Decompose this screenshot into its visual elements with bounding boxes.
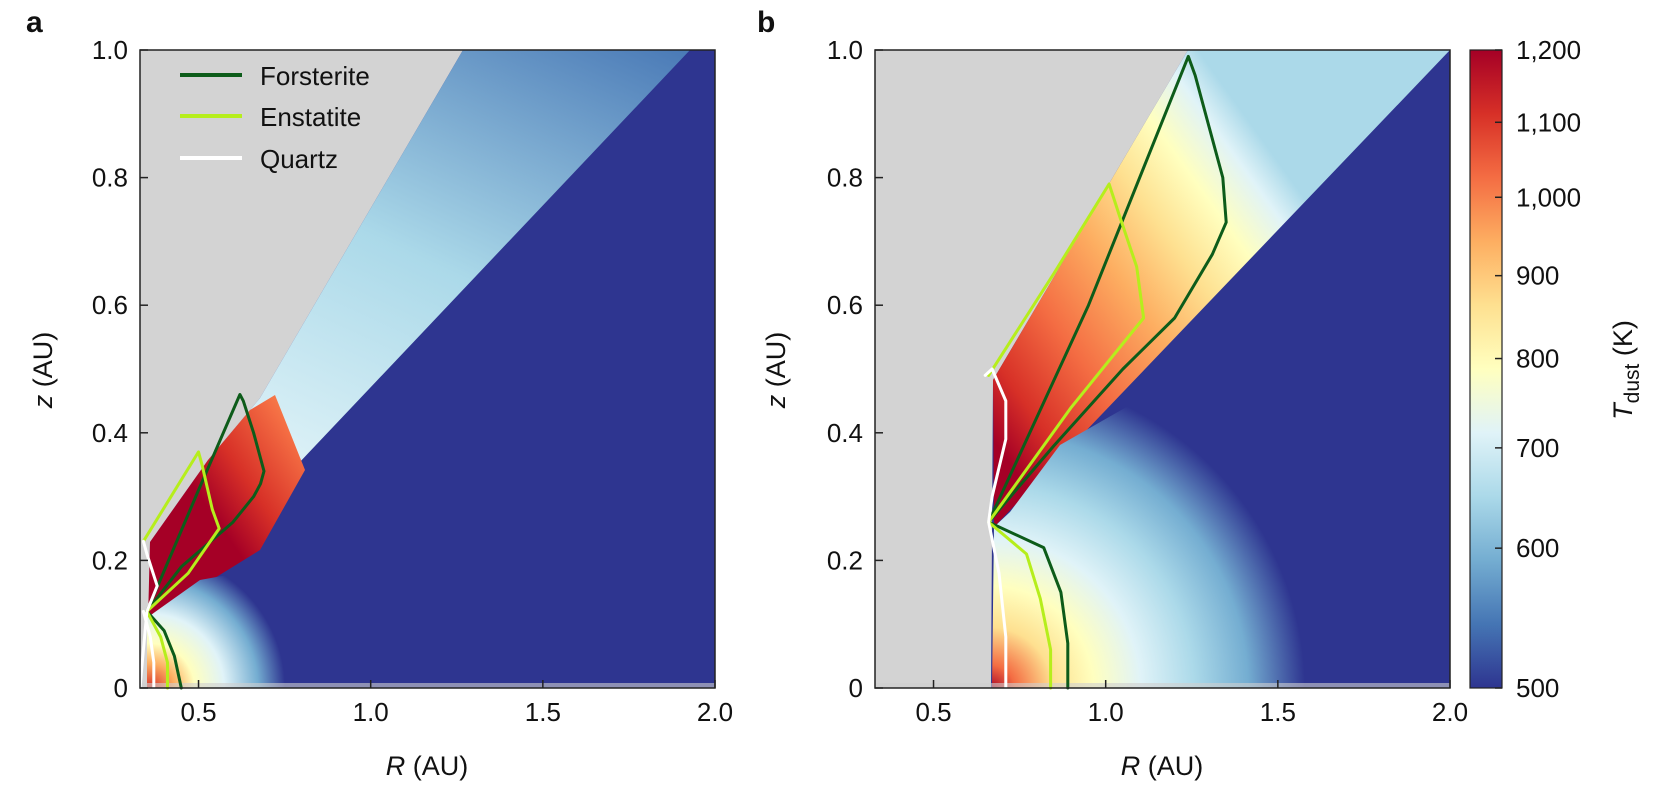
y-tick-label-a-5: 1.0: [92, 35, 128, 65]
x-axis-label-a: R (AU): [386, 751, 469, 781]
colorbar-ticks: 1,200 1,100 1,000 900 800 700 600 500: [1495, 35, 1581, 703]
y-tick-label-b-5: 1.0: [827, 35, 863, 65]
colorbar-tick-label-4: 800: [1516, 344, 1559, 374]
colorbar-tick-label-0: 1,200: [1516, 35, 1581, 65]
condensation-curves-a: [138, 393, 266, 690]
quartz-curve-b-4: [983, 367, 1008, 524]
enstatite-curve-a-3: [141, 450, 221, 613]
condensation-curves-b: [983, 54, 1228, 690]
y-tick-label-b-2: 0.4: [827, 418, 863, 448]
legend-label-enstatite: Enstatite: [260, 102, 361, 132]
x-tick-label-b-2: 1.5: [1260, 697, 1296, 727]
forsterite-curve-b-0: [987, 520, 1070, 690]
x-tick-label-b-1: 1.0: [1088, 697, 1124, 727]
enstatite-curve-b-3: [987, 182, 1146, 524]
quartz-curve-a-5: [141, 609, 156, 690]
y-tick-label-b-0: 0: [849, 673, 863, 703]
colorbar-tick-label-7: 500: [1516, 673, 1559, 703]
y-tick-label-a-3: 0.6: [92, 290, 128, 320]
y-tick-label-a-0: 0: [114, 673, 128, 703]
y-tick-label-a-2: 0.4: [92, 418, 128, 448]
x-tick-label-b-0: 0.5: [915, 697, 951, 727]
enstatite-curve-a-2: [145, 609, 169, 690]
heatmap-b: [875, 50, 1450, 688]
colorbar-tick-label-6: 600: [1516, 533, 1559, 563]
heatmap-b-midplane-region: [992, 405, 1305, 688]
plot-frame-b: [874, 49, 1451, 689]
colorbar-tick-label-2: 1,000: [1516, 182, 1581, 212]
axes-a: 0.5 1.0 1.5 2.0 0 0.2 0.4 0.6 0.8 1.0: [92, 35, 733, 727]
x-tick-label-b-3: 2.0: [1432, 697, 1468, 727]
plot-frame-a: [139, 49, 716, 689]
x-tick-label-a-2: 1.5: [525, 697, 561, 727]
forsterite-curve-a-1: [145, 393, 266, 613]
y-tick-label-b-3: 0.6: [827, 290, 863, 320]
panel-b: b 0.5 1.0 1.5 2.0 0 0.2 0.4 0.6 0.8 1.0 R (AU) z …: [757, 6, 1468, 781]
y-tick-label-a-1: 0.2: [92, 545, 128, 575]
colorbar-tick-label-3: 900: [1516, 261, 1559, 291]
colorbar: 1,200 1,100 1,000 900 800 700 600 500 Tdust (K): [1469, 35, 1644, 703]
forsterite-curve-b-1: [987, 54, 1228, 524]
heatmap-a: [140, 50, 715, 688]
panel-letter-b: b: [757, 6, 775, 39]
heatmap-b-warm-layer: [993, 50, 1450, 527]
legend-label-forsterite: Forsterite: [260, 61, 370, 91]
colorbar-gradient: [1469, 49, 1503, 689]
quartz-curve-a-4: [138, 539, 159, 690]
forsterite-curve-a-0: [145, 609, 183, 690]
panel-a: a Forsterite Enstatite Quartz 0.5 1.0 1.5 2…: [26, 6, 733, 781]
heatmap-b-midplane-strip: [875, 683, 1450, 688]
y-tick-label-b-1: 0.2: [827, 545, 863, 575]
axes-b: 0.5 1.0 1.5 2.0 0 0.2 0.4 0.6 0.8 1.0: [827, 35, 1468, 727]
quartz-curve-b-5: [987, 520, 1008, 690]
enstatite-curve-b-2: [987, 520, 1053, 690]
y-tick-label-a-4: 0.8: [92, 163, 128, 193]
y-axis-label-b: z (AU): [761, 332, 791, 410]
y-tick-label-b-4: 0.8: [827, 163, 863, 193]
heatmap-b-no-data-region: [875, 50, 1188, 688]
legend-label-quartz: Quartz: [260, 144, 338, 174]
heatmap-a-no-data-region: [140, 50, 463, 688]
y-axis-label-a: z (AU): [28, 332, 58, 410]
x-tick-label-a-3: 2.0: [697, 697, 733, 727]
heatmap-a-midplane-strip: [140, 683, 715, 688]
heatmap-a-midplane-region: [147, 570, 288, 688]
legend: Forsterite Enstatite Quartz: [180, 61, 370, 174]
x-tick-label-a-1: 1.0: [353, 697, 389, 727]
colorbar-label: Tdust (K): [1608, 320, 1644, 420]
x-tick-label-a-0: 0.5: [180, 697, 216, 727]
colorbar-tick-label-5: 700: [1516, 433, 1559, 463]
panel-letter-a: a: [26, 6, 43, 39]
heatmap-a-hot-layer: [148, 395, 305, 620]
colorbar-tick-label-1: 1,100: [1516, 107, 1581, 137]
x-axis-label-b: R (AU): [1121, 751, 1204, 781]
